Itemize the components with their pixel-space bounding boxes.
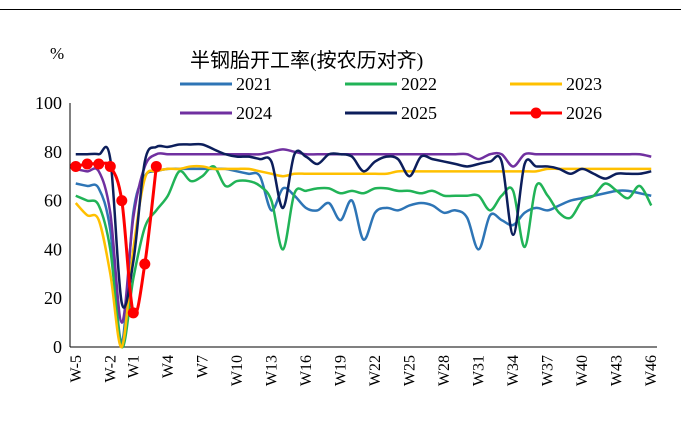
y-tick-label: 60 xyxy=(44,191,62,211)
series-point-2026 xyxy=(116,195,128,207)
chart-title: 半钢胎开工率(按农历对齐) xyxy=(190,50,424,72)
x-tick-label: W37 xyxy=(540,355,557,386)
top-rule xyxy=(0,9,681,10)
x-tick-label: W46 xyxy=(643,355,660,386)
series-point-2026 xyxy=(139,258,151,270)
legend-label-2022: 2022 xyxy=(401,74,437,94)
x-tick-label: W19 xyxy=(332,355,349,386)
y-tick-label: 100 xyxy=(35,93,62,113)
x-tick-label: W22 xyxy=(367,355,384,386)
series-point-2026 xyxy=(104,160,116,172)
legend-label-2023: 2023 xyxy=(566,74,602,94)
legend-label-2021: 2021 xyxy=(236,74,272,94)
y-tick-label: 0 xyxy=(53,337,62,357)
series-point-2026 xyxy=(127,307,139,319)
y-tick-label: 80 xyxy=(44,142,62,162)
x-tick-label: W31 xyxy=(471,355,488,386)
x-tick-label: W4 xyxy=(160,355,177,378)
x-tick-label: W13 xyxy=(263,355,280,386)
x-tick-label: W10 xyxy=(229,355,246,386)
legend-marker-2026 xyxy=(530,107,542,119)
series-line-2022 xyxy=(75,165,653,349)
series-point-2026 xyxy=(70,160,82,172)
x-tick-label: W25 xyxy=(402,355,419,386)
y-tick-label: 40 xyxy=(44,239,62,259)
x-tick-label: W43 xyxy=(609,355,626,386)
x-tick-label: W1 xyxy=(125,355,142,378)
x-tick-label: W16 xyxy=(298,355,315,386)
legend-label-2024: 2024 xyxy=(236,103,272,123)
x-tick-label: W34 xyxy=(505,355,522,386)
legend-label-2025: 2025 xyxy=(401,103,437,123)
legend-label-2026: 2026 xyxy=(566,103,602,123)
x-tick-label: W-5 xyxy=(68,355,85,383)
y-unit-label: % xyxy=(50,44,65,63)
x-tick-label: W40 xyxy=(574,355,591,386)
series-line-2024 xyxy=(75,148,652,324)
series-point-2026 xyxy=(81,158,93,170)
x-tick-label: W-2 xyxy=(102,355,119,383)
y-tick-label: 20 xyxy=(44,288,62,308)
series-line-2021 xyxy=(75,167,652,344)
series-point-2026 xyxy=(93,158,105,170)
series-line-2025 xyxy=(75,142,652,309)
x-tick-label: W7 xyxy=(194,355,211,378)
series-point-2026 xyxy=(150,160,162,172)
x-tick-label: W28 xyxy=(436,355,453,386)
